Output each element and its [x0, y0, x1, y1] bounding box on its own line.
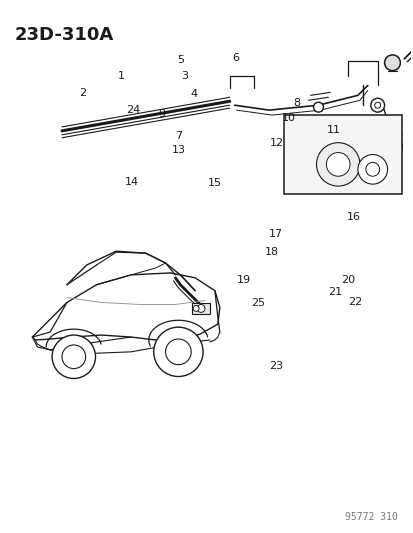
Text: 17: 17 — [268, 229, 282, 239]
Text: 23D-310A: 23D-310A — [14, 26, 114, 44]
Circle shape — [387, 142, 396, 151]
Circle shape — [384, 55, 399, 71]
Text: 4: 4 — [190, 89, 197, 99]
Text: 19: 19 — [236, 275, 250, 285]
Text: 6: 6 — [232, 53, 239, 63]
Bar — [283, 115, 401, 194]
Circle shape — [62, 345, 85, 369]
Text: 20: 20 — [340, 275, 354, 285]
Circle shape — [197, 304, 204, 312]
Text: 95772 310: 95772 310 — [344, 512, 396, 521]
Circle shape — [383, 123, 391, 131]
Text: 9: 9 — [158, 109, 165, 119]
Circle shape — [52, 335, 95, 378]
Text: 12: 12 — [270, 138, 284, 148]
Text: 7: 7 — [174, 131, 182, 141]
Circle shape — [165, 339, 191, 365]
Circle shape — [365, 163, 379, 176]
Circle shape — [316, 143, 359, 186]
Circle shape — [193, 305, 199, 311]
Text: 21: 21 — [328, 287, 342, 297]
Text: 1: 1 — [117, 71, 124, 81]
Text: 13: 13 — [171, 145, 185, 155]
Bar — [192, 303, 209, 314]
Text: 3: 3 — [180, 71, 188, 81]
Text: 2: 2 — [78, 88, 86, 98]
Text: 5: 5 — [176, 55, 183, 65]
Circle shape — [153, 327, 202, 376]
Text: 11: 11 — [326, 125, 340, 135]
Circle shape — [382, 137, 401, 157]
Circle shape — [374, 102, 380, 108]
Circle shape — [357, 155, 387, 184]
Text: 8: 8 — [292, 99, 300, 109]
Text: 14: 14 — [124, 177, 138, 188]
Text: 23: 23 — [269, 361, 283, 372]
Circle shape — [370, 98, 384, 112]
Circle shape — [313, 102, 323, 112]
Text: 10: 10 — [281, 112, 295, 123]
Circle shape — [325, 152, 349, 176]
Text: 22: 22 — [347, 297, 361, 307]
Text: 18: 18 — [265, 247, 279, 257]
Circle shape — [379, 119, 394, 135]
Text: 16: 16 — [346, 212, 360, 222]
Text: 15: 15 — [208, 179, 222, 189]
Text: 25: 25 — [250, 298, 264, 308]
Text: 24: 24 — [126, 106, 140, 115]
